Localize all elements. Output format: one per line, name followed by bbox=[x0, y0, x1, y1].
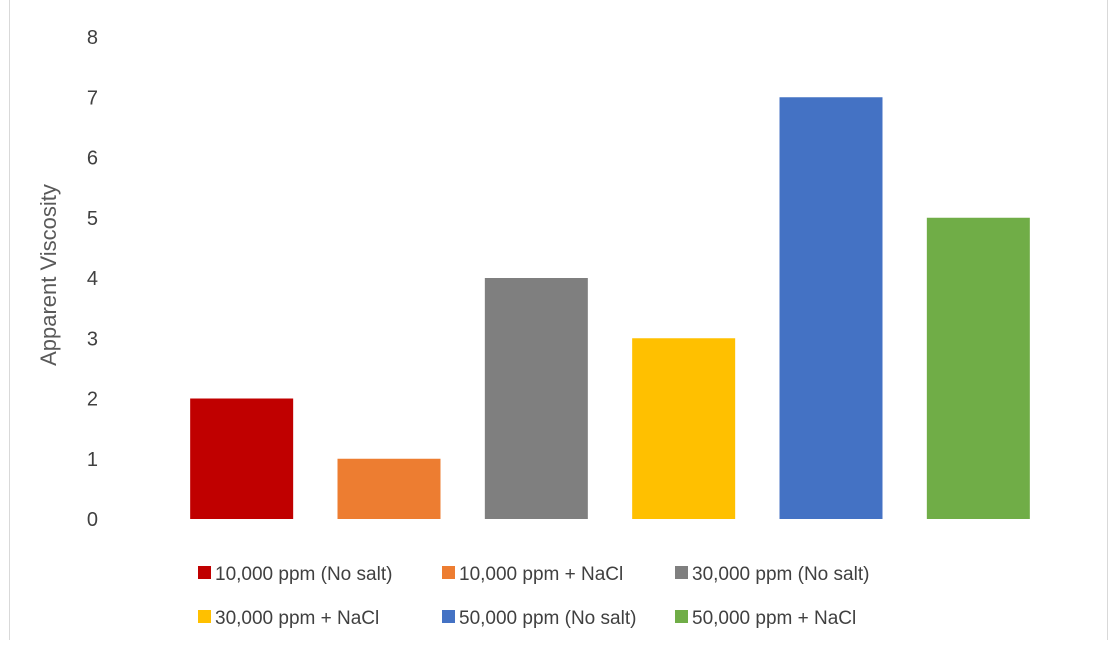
legend-item-1: 10,000 ppm (No salt) bbox=[198, 564, 392, 585]
legend-label: 30,000 ppm (No salt) bbox=[692, 564, 869, 585]
bar-3 bbox=[484, 278, 588, 519]
legend-item-6: 50,000 ppm + NaCl bbox=[675, 608, 856, 629]
bar-4 bbox=[632, 338, 736, 519]
y-tick-label: 0 bbox=[87, 509, 98, 531]
y-tick-label: 6 bbox=[87, 148, 98, 170]
legend-swatch bbox=[675, 566, 688, 579]
bar-2 bbox=[337, 458, 441, 519]
legend-label: 10,000 ppm + NaCl bbox=[459, 564, 623, 585]
legend-item-4: 30,000 ppm + NaCl bbox=[198, 608, 379, 629]
bars bbox=[190, 97, 1030, 519]
y-tick-label: 5 bbox=[87, 208, 98, 230]
y-tick-label: 4 bbox=[87, 268, 98, 290]
legend-label: 10,000 ppm (No salt) bbox=[215, 564, 392, 585]
y-tick-label: 7 bbox=[87, 87, 98, 109]
chart-frame bbox=[9, 0, 1108, 640]
legend-item-2: 10,000 ppm + NaCl bbox=[442, 564, 623, 585]
legend-item-5: 50,000 ppm (No salt) bbox=[442, 608, 636, 629]
bar-1 bbox=[190, 398, 294, 519]
y-tick-label: 1 bbox=[87, 449, 98, 471]
bar-5 bbox=[779, 97, 883, 519]
legend-label: 50,000 ppm + NaCl bbox=[692, 608, 856, 629]
y-tick-label: 8 bbox=[87, 27, 98, 49]
legend-item-3: 30,000 ppm (No salt) bbox=[675, 564, 869, 585]
legend-swatch bbox=[442, 610, 455, 623]
y-tick-label: 3 bbox=[87, 328, 98, 350]
y-axis-ticks: 0 1 2 3 4 5 6 7 8 bbox=[87, 27, 98, 531]
legend-label: 30,000 ppm + NaCl bbox=[215, 608, 379, 629]
bar-6 bbox=[926, 217, 1030, 519]
legend-swatch bbox=[442, 566, 455, 579]
legend-label: 50,000 ppm (No salt) bbox=[459, 608, 636, 629]
legend-swatch bbox=[198, 610, 211, 623]
y-axis-title: Apparent Viscosity bbox=[36, 184, 61, 366]
legend: 10,000 ppm (No salt) 10,000 ppm + NaCl 30,… bbox=[198, 564, 869, 629]
legend-swatch bbox=[198, 566, 211, 579]
y-tick-label: 2 bbox=[87, 389, 98, 411]
y-axis-title-group: Apparent Viscosity bbox=[36, 184, 61, 366]
legend-swatch bbox=[675, 610, 688, 623]
